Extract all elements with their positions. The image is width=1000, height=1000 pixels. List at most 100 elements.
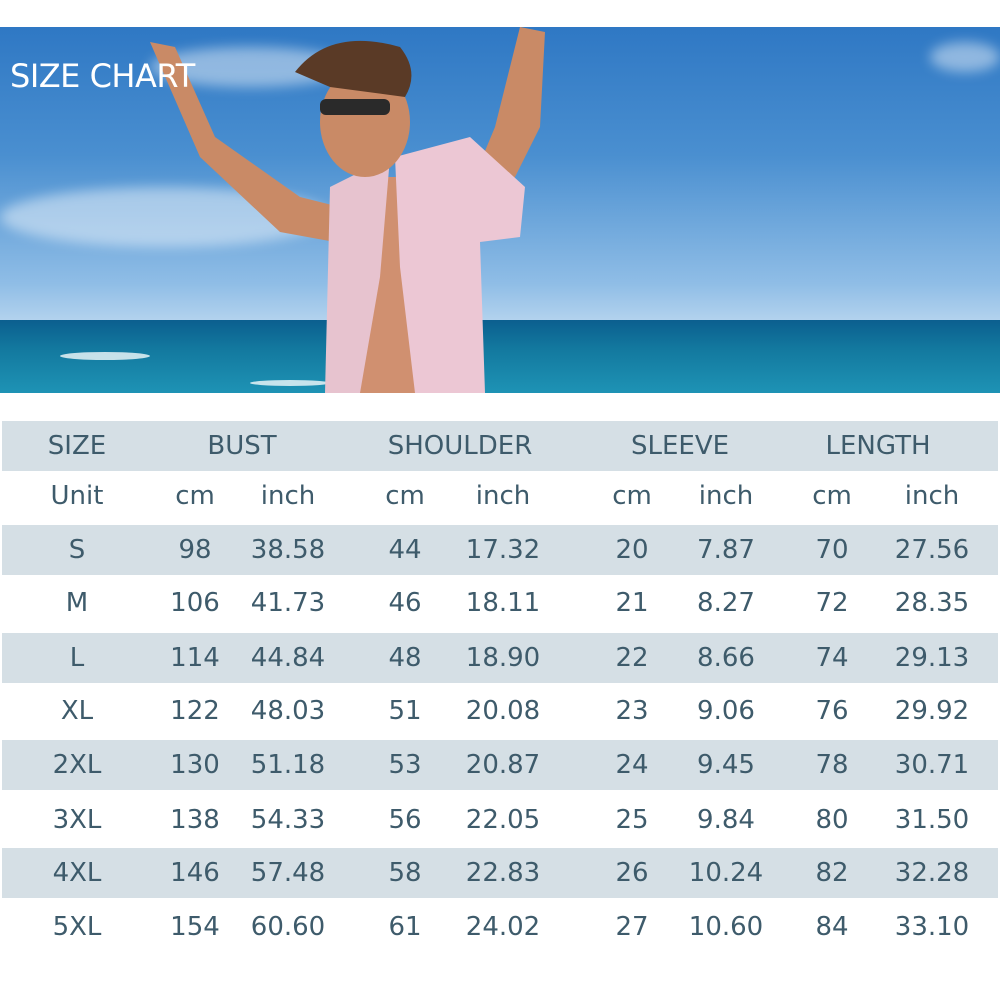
- table-cell: 54.33: [250, 805, 326, 835]
- unit-label: Unit: [50, 481, 104, 511]
- table-row: 2XL 130 51.18 53 20.87 24 9.45 78 30.71: [2, 740, 998, 790]
- size-label: 5XL: [52, 912, 102, 942]
- table-cell: 24: [615, 750, 649, 780]
- table-cell: 17.32: [465, 535, 541, 565]
- table-cell: 30.71: [894, 750, 970, 780]
- sea: [0, 320, 1000, 393]
- unit-label: cm: [175, 481, 215, 511]
- table-cell: 9.45: [697, 750, 755, 780]
- table-cell: 9.06: [697, 696, 755, 726]
- table-cell: 53: [388, 750, 422, 780]
- size-chart-title: SIZE CHART: [10, 57, 195, 95]
- table-cell: 138: [170, 805, 220, 835]
- unit-label: cm: [812, 481, 852, 511]
- table-cell: 22.83: [465, 858, 541, 888]
- table-cell: 21: [615, 588, 649, 618]
- table-cell: 44: [388, 535, 422, 565]
- table-cell: 72: [815, 588, 849, 618]
- table-row: 4XL 146 57.48 58 22.83 26 10.24 82 32.28: [2, 848, 998, 898]
- column-header: SLEEVE: [630, 431, 730, 461]
- table-cell: 20.87: [465, 750, 541, 780]
- table-cell: 27: [615, 912, 649, 942]
- table-cell: 70: [815, 535, 849, 565]
- table-cell: 20.08: [465, 696, 541, 726]
- table-cell: 51: [388, 696, 422, 726]
- column-header: BUST: [207, 431, 277, 461]
- table-cell: 78: [815, 750, 849, 780]
- header-row: SIZE BUST SHOULDER SLEEVE LENGTH: [2, 421, 998, 471]
- unit-label: inch: [475, 481, 531, 511]
- table-cell: 27.56: [894, 535, 970, 565]
- table-cell: 25: [615, 805, 649, 835]
- unit-label: inch: [260, 481, 316, 511]
- table-cell: 31.50: [894, 805, 970, 835]
- table-cell: 32.28: [894, 858, 970, 888]
- table-cell: 22.05: [465, 805, 541, 835]
- table-cell: 18.90: [465, 643, 541, 673]
- table-cell: 56: [388, 805, 422, 835]
- unit-label: cm: [612, 481, 652, 511]
- table-cell: 8.66: [697, 643, 755, 673]
- table-cell: 48: [388, 643, 422, 673]
- column-header: SHOULDER: [387, 431, 533, 461]
- table-cell: 82: [815, 858, 849, 888]
- table-row: 5XL 154 60.60 61 24.02 27 10.60 84 33.10: [2, 902, 998, 952]
- size-label: S: [68, 535, 86, 565]
- unit-label: inch: [904, 481, 960, 511]
- size-label: M: [65, 588, 89, 618]
- table-cell: 38.58: [250, 535, 326, 565]
- size-label: 2XL: [52, 750, 102, 780]
- table-cell: 29.13: [894, 643, 970, 673]
- table-cell: 58: [388, 858, 422, 888]
- table-cell: 18.11: [465, 588, 541, 618]
- size-label: L: [69, 643, 85, 673]
- table-cell: 10.60: [688, 912, 764, 942]
- table-cell: 60.60: [250, 912, 326, 942]
- table-row: S 98 38.58 44 17.32 20 7.87 70 27.56: [2, 525, 998, 575]
- unit-label: cm: [385, 481, 425, 511]
- table-cell: 46: [388, 588, 422, 618]
- table-cell: 80: [815, 805, 849, 835]
- table-cell: 76: [815, 696, 849, 726]
- unit-label: inch: [698, 481, 754, 511]
- table-cell: 84: [815, 912, 849, 942]
- unit-row: Unit cm inch cm inch cm inch cm inch: [2, 471, 998, 521]
- table-cell: 51.18: [250, 750, 326, 780]
- column-header: LENGTH: [825, 431, 931, 461]
- table-cell: 44.84: [250, 643, 326, 673]
- table-cell: 20: [615, 535, 649, 565]
- table-cell: 74: [815, 643, 849, 673]
- table-row: XL 122 48.03 51 20.08 23 9.06 76 29.92: [2, 686, 998, 736]
- column-header: SIZE: [47, 431, 107, 461]
- table-cell: 9.84: [697, 805, 755, 835]
- table-cell: 28.35: [894, 588, 970, 618]
- table-cell: 41.73: [250, 588, 326, 618]
- size-label: XL: [60, 696, 94, 726]
- table-cell: 154: [170, 912, 220, 942]
- size-label: 4XL: [52, 858, 102, 888]
- table-cell: 114: [170, 643, 220, 673]
- table-cell: 61: [388, 912, 422, 942]
- table-cell: 29.92: [894, 696, 970, 726]
- table-cell: 26: [615, 858, 649, 888]
- table-cell: 146: [170, 858, 220, 888]
- table-cell: 33.10: [894, 912, 970, 942]
- table-row: 3XL 138 54.33 56 22.05 25 9.84 80 31.50: [2, 795, 998, 845]
- table-cell: 106: [170, 588, 220, 618]
- table-cell: 130: [170, 750, 220, 780]
- table-cell: 22: [615, 643, 649, 673]
- table-cell: 24.02: [465, 912, 541, 942]
- table-cell: 98: [178, 535, 212, 565]
- cloud: [930, 42, 1000, 72]
- table-cell: 7.87: [697, 535, 755, 565]
- table-cell: 122: [170, 696, 220, 726]
- size-label: 3XL: [52, 805, 102, 835]
- table-cell: 10.24: [688, 858, 764, 888]
- table-row: L 114 44.84 48 18.90 22 8.66 74 29.13: [2, 633, 998, 683]
- table-cell: 57.48: [250, 858, 326, 888]
- table-cell: 23: [615, 696, 649, 726]
- table-cell: 8.27: [697, 588, 755, 618]
- beach-photo: SIZE CHART: [0, 27, 1000, 393]
- table-cell: 48.03: [250, 696, 326, 726]
